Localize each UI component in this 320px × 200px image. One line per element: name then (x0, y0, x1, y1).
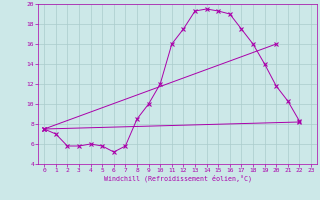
X-axis label: Windchill (Refroidissement éolien,°C): Windchill (Refroidissement éolien,°C) (104, 175, 252, 182)
